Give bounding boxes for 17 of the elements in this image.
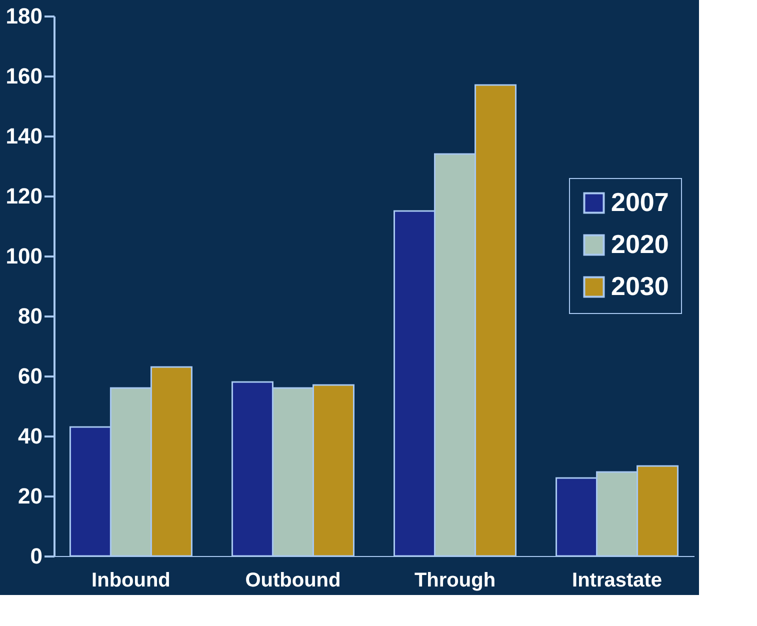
legend-label: 2007 (611, 187, 669, 217)
legend-label: 2030 (611, 271, 669, 301)
legend-label: 2020 (611, 229, 669, 259)
y-tick-label: 80 (18, 304, 42, 328)
y-tick-label: 60 (18, 364, 42, 388)
y-tick-label: 140 (6, 124, 42, 148)
y-tick-label: 160 (6, 64, 42, 88)
x-tick-label: Outbound (245, 570, 341, 592)
y-tick-label: 20 (18, 484, 42, 508)
x-tick-label: Inbound (92, 570, 170, 592)
y-tick-label: 100 (6, 244, 42, 268)
y-tick-label: 0 (30, 544, 42, 568)
y-tick-label: 40 (18, 424, 42, 448)
y-tick-label: 180 (6, 4, 42, 28)
x-tick-label: Intrastate (572, 570, 662, 592)
x-tick-label: Through (414, 570, 496, 592)
y-tick-label: 120 (6, 184, 42, 208)
